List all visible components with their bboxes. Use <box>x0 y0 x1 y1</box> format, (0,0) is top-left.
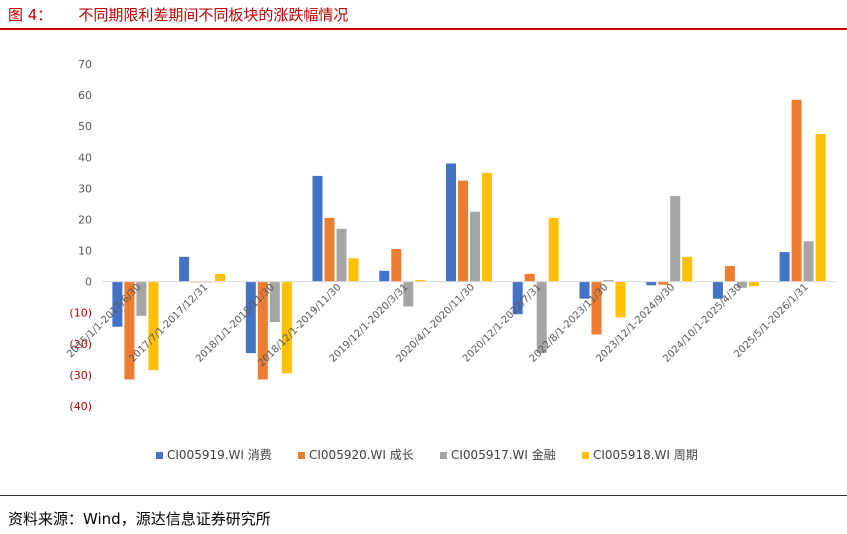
bar-2-4 <box>324 217 335 282</box>
figure-number: 图 4： <box>8 6 53 24</box>
y-tick-label: 50 <box>78 120 92 133</box>
bar-3-9 <box>670 196 681 282</box>
y-tick-label: (10) <box>69 307 92 320</box>
bar-2-5 <box>391 249 402 282</box>
legend-swatch-2 <box>298 452 305 459</box>
bar-4-8 <box>615 281 626 318</box>
bar-3-7 <box>536 281 547 354</box>
bar-1-9 <box>646 281 657 286</box>
bars <box>112 99 826 380</box>
bar-2-11 <box>791 99 802 282</box>
bar-1-4 <box>312 175 323 282</box>
bar-2-10 <box>724 266 735 282</box>
legend-swatch-4 <box>582 452 589 459</box>
legend-swatch-1 <box>156 452 163 459</box>
bar-1-8 <box>579 281 590 299</box>
y-tick-label: (20) <box>69 338 92 351</box>
bar-3-4 <box>336 228 347 282</box>
bar-1-2 <box>179 256 190 282</box>
bar-2-8 <box>591 281 602 335</box>
figure-title: 图 4： 不同期限利差期间不同板块的涨跌幅情况 <box>8 4 348 25</box>
bar-4-5 <box>415 280 426 282</box>
bar-3-8 <box>603 280 614 282</box>
figure-title-text: 不同期限利差期间不同板块的涨跌幅情况 <box>78 6 349 24</box>
bar-4-3 <box>281 281 292 374</box>
title-rule <box>0 28 847 30</box>
x-axis-labels: 2015/1/1-2017/6/302017/7/1-2017/12/31201… <box>65 282 811 369</box>
bar-3-5 <box>403 281 414 307</box>
y-tick-label: (40) <box>69 400 92 413</box>
bar-3-3 <box>269 281 280 322</box>
legend: CI005919.WI 消费 CI005920.WI 成长 CI005917.WI … <box>156 447 698 462</box>
y-tick-label: 20 <box>78 213 92 226</box>
bar-2-7 <box>524 273 535 282</box>
bar-4-4 <box>348 258 359 282</box>
legend-label-2: CI005920.WI 成长 <box>309 448 414 462</box>
y-tick-label: 30 <box>78 182 92 195</box>
bar-2-3 <box>257 281 268 380</box>
bar-2-1 <box>124 281 135 380</box>
bar-1-3 <box>245 281 256 354</box>
bar-4-11 <box>815 134 826 282</box>
source-rule <box>0 495 847 496</box>
legend-label-3: CI005917.WI 金融 <box>451 447 556 462</box>
bar-3-10 <box>736 281 747 288</box>
bar-4-2 <box>215 273 226 282</box>
bar-4-1 <box>148 281 159 371</box>
bar-4-6 <box>482 172 492 282</box>
x-category-label: 2025/5/1-2026/1/31 <box>732 282 810 360</box>
y-tick-label: 60 <box>78 89 92 102</box>
legend-label-4: CI005918.WI 周期 <box>593 448 698 462</box>
bar-4-7 <box>548 217 559 282</box>
legend-swatch-3 <box>440 452 447 459</box>
y-axis: 70 60 50 40 30 20 10 0 (10) (20) (30) (40) <box>69 58 92 413</box>
bar-3-1 <box>136 281 147 316</box>
bar-2-9 <box>658 281 669 285</box>
y-tick-label: 70 <box>78 58 92 71</box>
bar-3-11 <box>803 241 814 282</box>
bar-1-10 <box>712 281 723 299</box>
bar-1-7 <box>512 281 523 315</box>
bar-chart: 70 60 50 40 30 20 10 0 (10) (20) (30) (40) 2015/1/1… <box>65 58 836 462</box>
legend-label-1: CI005919.WI 消费 <box>167 448 272 462</box>
bar-1-5 <box>379 270 390 282</box>
bar-2-6 <box>458 180 468 282</box>
bar-1-11 <box>779 252 790 282</box>
bar-3-6 <box>470 211 480 282</box>
bar-1-1 <box>112 281 123 327</box>
bar-4-10 <box>748 281 759 287</box>
y-tick-label: 10 <box>78 245 92 258</box>
y-tick-label: (30) <box>69 369 92 382</box>
source-note: 资料来源：Wind，源达信息证券研究所 <box>8 510 271 528</box>
y-tick-label: 0 <box>85 276 92 289</box>
y-tick-label: 40 <box>78 151 92 164</box>
bar-4-9 <box>682 256 693 282</box>
bar-1-6 <box>446 163 456 282</box>
